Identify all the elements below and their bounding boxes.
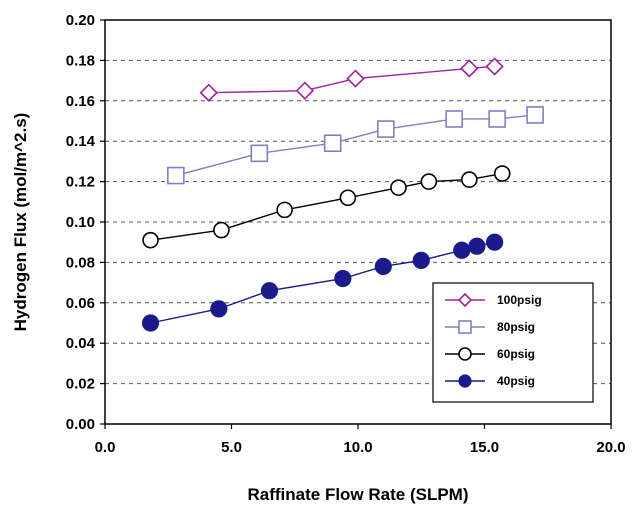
series-100psig [199,57,504,102]
y-tick-label: 0.16 [66,93,95,110]
data-point-40psig [374,257,392,276]
legend-marker-80psig [458,320,472,334]
series-80psig [167,106,544,185]
series-40psig [141,233,504,332]
data-point-100psig [346,69,365,88]
data-point-60psig [461,171,478,188]
data-point-60psig [420,173,438,190]
data-point-60psig [213,221,230,239]
data-point-100psig [460,59,479,78]
y-tick-label: 0.02 [66,376,95,393]
data-point-80psig [488,110,506,128]
data-point-40psig [486,233,504,251]
y-tick-label: 0.18 [66,52,95,69]
legend-label-100psig: 100psig [497,293,542,307]
data-point-80psig [377,120,395,138]
data-point-80psig [445,110,463,128]
legend-label-80psig: 80psig [497,320,535,334]
data-point-80psig [250,144,269,163]
legend-item-60psig: 60psig [445,347,535,361]
legend-item-80psig: 80psig [445,320,535,334]
axes: 0.00 0.02 0.04 0.06 0.08 0.10 0.12 0.14 0.16 0.18… [66,12,626,456]
legend-item-40psig: 40psig [445,374,535,388]
y-tick-label: 0.04 [66,335,96,352]
legend-marker-60psig [458,347,472,361]
legend-label-40psig: 40psig [497,374,535,388]
data-point-60psig [142,231,159,249]
data-point-40psig [334,269,352,288]
x-tick-label: 0.0 [95,439,116,456]
data-point-60psig [339,189,357,207]
y-tick-label: 0.10 [66,214,95,231]
legend: 100psig 80psig 60psig 40psig [432,282,594,403]
y-tick-label: 0.12 [66,174,95,191]
data-point-60psig [276,201,293,219]
data-point-40psig [141,314,160,332]
x-tick-label: 15.0 [470,439,499,456]
legend-marker-40psig [458,374,472,388]
series-layer [141,57,544,332]
data-point-100psig [199,83,218,102]
x-tick-label: 5.0 [221,439,242,456]
y-tick-label: 0.20 [66,12,95,29]
legend-label-60psig: 60psig [497,347,535,361]
data-point-80psig [323,134,342,153]
data-point-40psig [453,241,471,259]
x-axis-title: Raffinate Flow Rate (SLPM) [247,485,468,504]
y-tick-label: 0.08 [66,254,95,271]
legend-marker-100psig [457,292,473,308]
plot-frame [104,19,612,425]
y-tick-label: 0.00 [66,416,95,433]
data-point-100psig [295,81,315,100]
data-point-40psig [412,251,430,269]
data-point-60psig [390,179,407,196]
x-tick-label: 10.0 [343,439,372,456]
series-60psig [142,165,511,249]
data-point-80psig [526,106,544,124]
data-point-100psig [485,57,504,76]
data-point-80psig [167,166,185,185]
y-tick-label: 0.14 [66,133,96,150]
x-tick-label: 20.0 [596,439,625,456]
legend-item-100psig: 100psig [445,292,542,308]
data-point-40psig [260,282,279,300]
data-point-40psig [468,237,486,255]
y-tick-label: 0.06 [66,295,95,312]
data-point-60psig [493,165,511,182]
y-axis-title: Hydrogen Flux (mol/m^2.s) [11,113,30,332]
data-point-40psig [210,300,228,318]
